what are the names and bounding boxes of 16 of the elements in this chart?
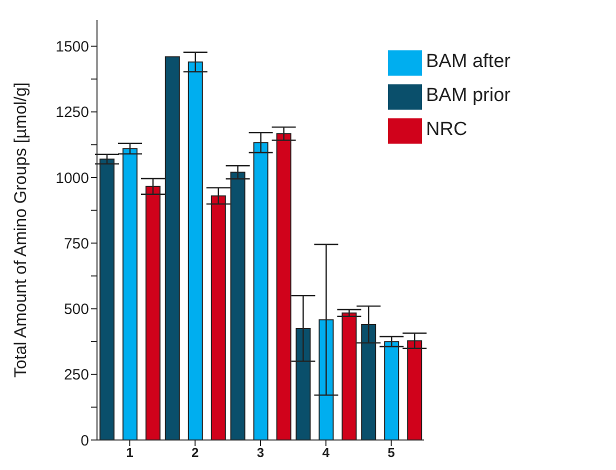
x-tick-label: 1	[126, 445, 134, 460]
legend-label: BAM prior	[426, 85, 510, 106]
y-axis-title: Total Amount of Amino Groups [µmol/g]	[11, 82, 30, 378]
y-tick-label: 250	[64, 366, 89, 384]
x-tick-label: 2	[191, 445, 199, 460]
y-tick-label: 500	[64, 301, 89, 318]
y-tick-label: 1250	[56, 104, 89, 122]
y-tick-label: 0	[80, 432, 89, 450]
x-tick-label: 4	[322, 445, 330, 460]
x-tick-label: 5	[388, 445, 395, 460]
legend-label: BAM after	[426, 51, 510, 72]
x-tick-label: 3	[256, 445, 264, 460]
y-tick-label: 1000	[56, 170, 89, 187]
legend-label: NRC	[426, 119, 468, 140]
y-tick-label: 750	[64, 235, 89, 252]
y-tick-label: 1500	[56, 38, 89, 56]
